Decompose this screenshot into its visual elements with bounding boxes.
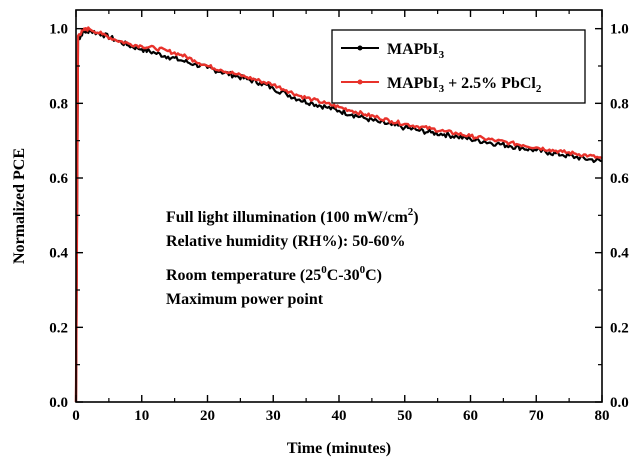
annotation-temperature: Room temperature (250C-300C) — [166, 264, 382, 284]
x-tick-label: 50 — [397, 408, 412, 424]
y-tick-label: 0.8 — [49, 96, 68, 112]
y-tick-label: 1.0 — [49, 22, 68, 38]
legend-entry-mapbi3: MAPbI3 — [341, 41, 445, 61]
y-tick-label-right: 0.8 — [610, 96, 629, 112]
y-tick-label: 0.6 — [49, 171, 68, 187]
annotation-illumination: Full light illumination (100 mW/cm2) — [166, 206, 419, 226]
y-axis-title: Normalized PCE — [11, 148, 28, 264]
x-tick-label: 70 — [529, 408, 544, 424]
y-tick-label: 0.0 — [49, 395, 68, 411]
series-line-mapbi3-pbcl2 — [74, 26, 603, 403]
legend: MAPbI3 MAPbI3 + 2.5% PbCl2 — [331, 29, 586, 104]
legend-marker-mapbi3-pbcl2 — [357, 79, 363, 85]
x-axis-title: Time (minutes) — [287, 440, 391, 457]
x-tick-label: 10 — [134, 408, 149, 424]
y-tick-label-right: 1.0 — [610, 22, 629, 38]
x-tick-label: 0 — [72, 408, 80, 424]
annotation-mpp: Maximum power point — [166, 291, 324, 308]
legend-box — [331, 29, 586, 104]
legend-entry-mapbi3-pbcl2: MAPbI3 + 2.5% PbCl2 — [341, 75, 542, 95]
y-tick-label-right: 0.0 — [610, 395, 629, 411]
y-tick-label-right: 0.4 — [610, 246, 629, 262]
y-tick-label: 0.4 — [49, 246, 68, 262]
legend-label-mapbi3-pbcl2: MAPbI3 + 2.5% PbCl2 — [387, 75, 542, 95]
series-layer — [74, 26, 603, 403]
series-line-mapbi3 — [74, 28, 603, 403]
legend-label-mapbi3: MAPbI3 — [387, 41, 445, 61]
y-tick-label-right: 0.2 — [610, 320, 629, 336]
x-tick-label: 20 — [200, 408, 215, 424]
annotation-block: Full light illumination (100 mW/cm2) Rel… — [166, 206, 419, 308]
legend-marker-mapbi3 — [357, 45, 363, 51]
y-tick-label: 0.2 — [49, 320, 68, 336]
x-tick-label: 30 — [266, 408, 281, 424]
ticklabels-layer: 0 10 20 30 40 50 60 70 800.0 0.00.2 0.20.4 0.40.6 0.… — [49, 22, 629, 424]
x-tick-label: 40 — [332, 408, 347, 424]
annotation-humidity: Relative humidity (RH%): 50-60% — [166, 233, 406, 250]
x-tick-label: 80 — [595, 408, 610, 424]
y-tick-label-right: 0.6 — [610, 171, 629, 187]
x-tick-label: 60 — [463, 408, 478, 424]
ticks-layer — [75, 10, 603, 403]
